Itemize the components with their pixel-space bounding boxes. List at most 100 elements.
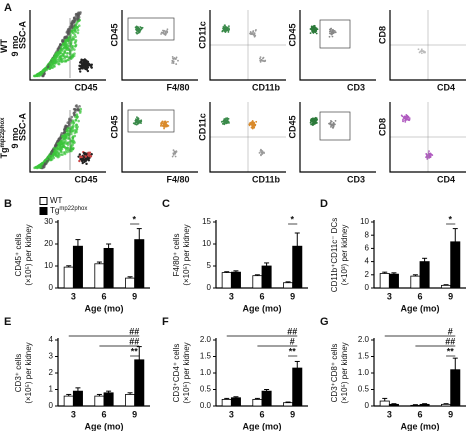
dot	[310, 118, 313, 120]
dot	[315, 27, 318, 30]
y-tick-label: 30	[44, 217, 53, 226]
x-tick-label: 3	[387, 291, 392, 301]
bar	[283, 402, 294, 407]
x-tick-label: 9	[448, 409, 453, 419]
y-axis-label-line: F4/80⁺ cells	[172, 234, 181, 277]
dot	[38, 164, 42, 167]
dot	[334, 119, 337, 122]
dot	[425, 152, 428, 155]
dot	[81, 161, 84, 165]
row-label-line: 9 mo	[10, 127, 20, 149]
dot	[249, 31, 252, 33]
bar	[388, 403, 399, 407]
dot	[227, 27, 230, 30]
y-axis-label-line: CD3⁺CD8⁺ cells	[330, 344, 339, 403]
y-tick-label: 15	[202, 217, 211, 226]
dot	[315, 28, 318, 31]
bar	[261, 390, 272, 407]
dot	[58, 55, 62, 59]
dot	[228, 28, 230, 31]
dot	[260, 148, 262, 151]
axes	[299, 102, 376, 173]
dot	[328, 35, 331, 38]
dot	[43, 67, 47, 70]
dot	[263, 60, 266, 63]
dot	[82, 62, 85, 65]
dot	[62, 137, 65, 141]
dot	[175, 56, 178, 59]
y-tick-label: 0	[365, 401, 370, 410]
dot	[251, 126, 254, 129]
dot	[45, 160, 49, 163]
dot	[330, 30, 332, 33]
dot	[79, 158, 82, 161]
bar	[252, 275, 263, 289]
dot	[60, 135, 64, 138]
dot	[66, 142, 69, 145]
dot	[417, 48, 420, 51]
dot	[404, 119, 406, 122]
dot	[78, 153, 82, 156]
row-label: Tgmp22phox 9 mo	[0, 117, 20, 159]
dot	[259, 59, 262, 62]
axes	[209, 102, 286, 173]
dot	[77, 155, 80, 158]
x-axis-label: CD45	[74, 82, 97, 92]
dot	[314, 119, 317, 122]
dot	[136, 121, 139, 124]
dot	[70, 48, 73, 52]
dot	[312, 25, 315, 27]
axes	[29, 102, 106, 173]
dot	[76, 108, 80, 111]
dot	[55, 60, 59, 64]
x-tick-label: 9	[132, 291, 137, 301]
dot	[78, 104, 81, 108]
dot	[328, 122, 330, 125]
dot	[313, 121, 316, 124]
dot	[402, 118, 404, 121]
dot	[83, 152, 86, 155]
dot	[315, 32, 318, 35]
dot	[166, 28, 169, 31]
dot	[250, 123, 253, 126]
dot	[312, 119, 315, 122]
dot	[65, 55, 69, 58]
dot	[138, 30, 141, 33]
dot	[136, 32, 138, 35]
dot	[312, 32, 315, 34]
axes	[389, 102, 466, 173]
panel-label: E	[4, 316, 11, 328]
dot	[428, 150, 430, 153]
bar	[419, 261, 430, 289]
y-axis-label: CD3⁺CD8⁺ cells(×10⁵) per kidney	[330, 342, 349, 403]
dot	[223, 24, 226, 27]
dot	[253, 32, 256, 35]
dot	[161, 122, 163, 125]
y-axis-label: SSC-A	[17, 113, 27, 142]
dot	[71, 35, 75, 39]
dot	[74, 35, 77, 39]
bar	[252, 398, 263, 407]
significance-label: *	[133, 214, 137, 224]
dot	[76, 28, 80, 32]
y-tick-label: 1	[49, 385, 54, 394]
dot	[56, 140, 60, 143]
y-tick-label: 2	[49, 368, 54, 377]
dot	[77, 119, 80, 123]
significance-label: **	[131, 346, 139, 356]
dot	[61, 153, 64, 156]
x-tick-label: 6	[259, 291, 264, 301]
dot	[74, 129, 78, 133]
dot	[79, 70, 82, 73]
dot	[77, 11, 81, 15]
dot	[172, 62, 175, 65]
dot	[74, 25, 78, 28]
bar	[103, 392, 114, 407]
x-axis-label: CD3	[347, 82, 365, 92]
x-axis-label: F4/80	[166, 82, 189, 92]
dot	[71, 45, 75, 48]
panel-label: C	[162, 198, 170, 210]
dot	[63, 43, 66, 47]
dot	[66, 121, 70, 125]
dot	[73, 48, 76, 51]
